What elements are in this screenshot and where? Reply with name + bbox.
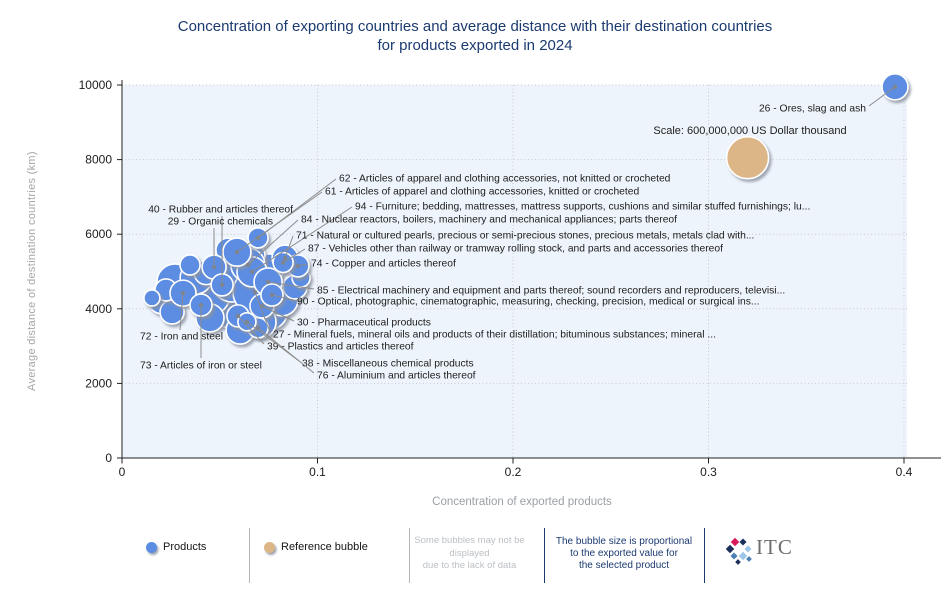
leader-dot-26 [892, 84, 898, 90]
leader-dot-73 [198, 302, 204, 308]
leader-line-39 [237, 315, 265, 345]
itc-logo-text: ITC [756, 535, 793, 559]
leader-dot-38 [244, 319, 250, 325]
missing-data-note: Some bubbles may not be displayed due to… [397, 535, 542, 573]
leader-line-94 [251, 206, 353, 273]
product-label-73: 73 - Articles of iron or steel [140, 361, 262, 372]
leader-dot-76 [255, 325, 261, 331]
leader-line-85 [267, 281, 315, 290]
leader-dot-90 [269, 292, 275, 298]
itc-logo-icon [725, 537, 752, 565]
leader-line-87 [282, 248, 306, 263]
scale-label: Scale: 600,000,000 US Dollar thousand [653, 125, 846, 137]
chart-title-line1: Concentration of exporting countries and… [177, 18, 773, 35]
leader-dot-39 [235, 313, 241, 319]
leader-dot-85 [265, 279, 271, 285]
leader-dot-29 [211, 264, 217, 270]
y-axis-title: Average distance of destination countrie… [26, 151, 38, 392]
product-label-85: 85 - Electrical machinery and equipment … [317, 286, 785, 297]
reference-bubble-legend-label: Reference bubble [281, 541, 368, 553]
bubble-size-note-line1: The bubble size is proportional [555, 536, 693, 547]
leader-dot-61 [234, 249, 240, 255]
legend-divider [704, 528, 705, 583]
bubble-size-note-line3: the selected product [578, 560, 670, 571]
product-label-27: 27 - Mineral fuels, mineral oils and pro… [273, 330, 716, 341]
product-label-76: 76 - Aluminium and articles thereof [317, 371, 476, 382]
legend-divider [409, 528, 410, 583]
legend-divider [544, 528, 545, 583]
product-label-90: 90 - Optical, photographic, cinematograp… [297, 297, 759, 308]
y-tick-label: 2000 [85, 376, 112, 390]
chart-title-line2: for products exported in 2024 [377, 37, 573, 54]
product-label-62: 62 - Articles of apparel and clothing ac… [339, 174, 671, 185]
leader-dot-71 [282, 255, 288, 261]
x-tick-label: 0.4 [896, 465, 913, 479]
product-label-72: 72 - Iron and steel [140, 332, 223, 343]
product-label-71: 71 - Natural or cultured pearls, preciou… [296, 231, 754, 242]
product-label-38: 38 - Miscellaneous chemical products [302, 359, 474, 370]
product-label-26: 26 - Ores, slag and ash [759, 104, 866, 115]
y-tick-label: 0 [105, 451, 112, 465]
leader-line-72 [179, 293, 184, 331]
product-label-40: 40 - Rubber and articles thereof [148, 205, 293, 216]
leader-dot-94 [249, 269, 255, 275]
reference-bubble [725, 135, 770, 180]
product-label-87: 87 - Vehicles other than railway or tram… [308, 244, 723, 255]
x-tick-label: 0 [119, 465, 126, 479]
leader-line-26 [868, 86, 896, 107]
leader-line-71 [284, 235, 294, 259]
reference-bubble-legend-icon [264, 542, 275, 553]
product-label-61: 61 - Articles of apparel and clothing ac… [325, 187, 639, 198]
product-label-30: 30 - Pharmaceutical products [297, 318, 431, 329]
legend-divider [249, 528, 250, 583]
product-label-94: 94 - Furniture; bedding, mattresses, mat… [355, 202, 810, 213]
leader-line-76 [257, 327, 315, 374]
y-tick-label: 8000 [85, 153, 112, 167]
x-axis-title: Concentration of exported products [432, 496, 612, 508]
itc-logo: ITC [722, 532, 812, 568]
y-tick-label: 10000 [79, 78, 113, 92]
x-tick-label: 0.3 [700, 465, 717, 479]
y-tick-label: 6000 [85, 227, 112, 241]
plot-area: 0 2000 4000 6000 8000 10000 0 0.1 0.2 0.3 0.4 26 - … [79, 73, 941, 479]
leader-dot-74 [295, 263, 301, 269]
product-label-74: 74 - Copper and articles thereof [311, 259, 456, 270]
leader-dot-27 [252, 289, 258, 295]
leader-dot-40 [219, 282, 225, 288]
bubble-size-note: The bubble size is proportional to the e… [546, 536, 702, 572]
chart-title: Concentration of exporting countries and… [0, 17, 950, 55]
product-label-39: 39 - Plastics and articles thereof [267, 342, 414, 353]
product-label-29: 29 - Organic chemicals [168, 217, 273, 228]
missing-data-note-line2: due to the lack of data [422, 560, 517, 571]
leader-dot-72 [180, 290, 186, 296]
products-legend-icon [146, 542, 157, 553]
leader-line-90 [271, 294, 295, 301]
bubble-size-note-line2: to the exported value for [570, 548, 678, 559]
products-legend-label: Products [163, 541, 207, 553]
leader-dot-87 [280, 260, 286, 265]
leader-dot-84 [245, 262, 251, 268]
leader-line-27 [254, 291, 271, 333]
leader-line-84 [247, 219, 299, 266]
product-label-84: 84 - Nuclear reactors, boilers, machiner… [301, 215, 677, 226]
missing-data-note-line1: Some bubbles may not be displayed [414, 535, 525, 559]
y-tick-label: 4000 [85, 302, 112, 316]
leader-line-30 [261, 305, 295, 322]
x-tick-label: 0.1 [309, 465, 326, 479]
x-tick-label: 0.2 [505, 465, 522, 479]
leader-line-61 [236, 191, 323, 253]
product-bubble[interactable] [179, 254, 201, 276]
product-bubble[interactable] [143, 289, 161, 307]
